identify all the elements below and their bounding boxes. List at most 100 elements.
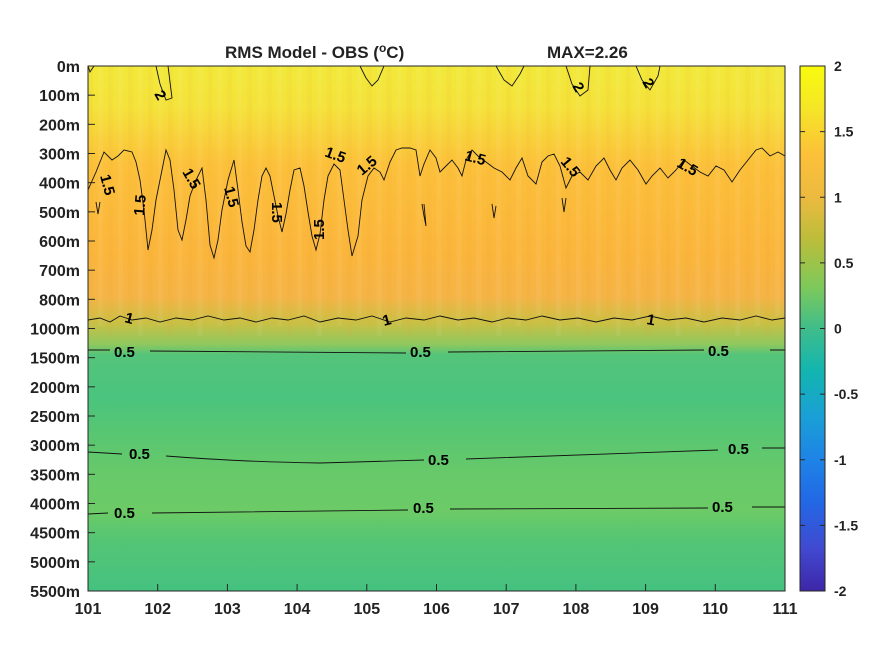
- heatmap-streak: [715, 66, 721, 316]
- contour-label: 1.5: [463, 147, 488, 169]
- x-tick-label: 111: [773, 601, 798, 618]
- contour-label: 0.5: [129, 446, 150, 463]
- contour-0-5-middle: [88, 447, 785, 464]
- heatmap-streak: [555, 66, 561, 336]
- heatmap-streak: [167, 66, 173, 336]
- heatmap-streak: [625, 66, 631, 316]
- contour-label: 1.5: [311, 219, 328, 240]
- heatmap-streak: [466, 66, 472, 336]
- heatmap-streak: [526, 66, 532, 336]
- y-tick-label: 400m: [39, 176, 80, 193]
- heatmap-streak: [127, 66, 133, 326]
- x-tick-label: 104: [284, 601, 311, 618]
- contour-2-a: [88, 66, 95, 74]
- y-tick-label: 4500m: [30, 526, 80, 543]
- heatmap-streak: [745, 66, 751, 316]
- heatmap-streak: [326, 66, 332, 316]
- contour-label: 0.5: [708, 343, 729, 360]
- heatmap-streak: [336, 66, 342, 326]
- x-tick-label: 103: [214, 601, 241, 618]
- heatmap-texture: [88, 66, 781, 336]
- x-tick-label: 102: [144, 601, 171, 618]
- y-tick-label: 800m: [39, 292, 80, 309]
- heatmap-streak: [237, 66, 243, 316]
- heatmap-streak: [117, 66, 123, 316]
- heatmap-streak: [446, 66, 452, 316]
- y-tick-label: 500m: [39, 205, 80, 222]
- y-tick-label: 5500m: [30, 584, 80, 601]
- heatmap-streak: [227, 66, 233, 336]
- contour-label: 0.5: [410, 344, 431, 361]
- heatmap-streak: [137, 66, 143, 336]
- heatmap-streak: [685, 66, 691, 316]
- contour-1-5-island-a: [421, 203, 427, 227]
- x-tick-label: 109: [632, 601, 659, 618]
- contour-1-5: [88, 147, 785, 260]
- heatmap-streak: [635, 66, 641, 326]
- colorbar-ticks: 2 1.5 1 0.5 0 -0.5 -1 -1.5 -2: [800, 58, 858, 599]
- x-axis: 101 102 103 104 105 106 107 108 109 110 111: [75, 584, 798, 618]
- colorbar-tick-label: -1: [834, 452, 847, 468]
- heatmap-streak: [386, 66, 392, 316]
- y-tick-label: 700m: [39, 263, 80, 280]
- heatmap-streak: [247, 66, 253, 326]
- heatmap-streak: [585, 66, 591, 336]
- heatmap-field: [88, 66, 785, 591]
- colorbar: 2 1.5 1 0.5 0 -0.5 -1 -1.5 -2: [799, 58, 858, 599]
- heatmap-streak: [277, 66, 283, 326]
- heatmap-streak: [426, 66, 432, 326]
- heatmap-streak: [396, 66, 402, 326]
- heatmap-streak: [575, 66, 581, 326]
- heatmap-streak: [307, 66, 313, 326]
- x-tick-label: 105: [353, 601, 380, 618]
- heatmap-streak: [177, 66, 183, 316]
- y-axis: 0m 100m 200m 300m 400m 500m 600m 700m 800m 1000m 1…: [30, 59, 95, 601]
- heatmap-streak: [705, 66, 711, 336]
- heatmap-streak: [376, 66, 382, 336]
- heatmap-streak: [207, 66, 213, 316]
- heatmap-streak: [655, 66, 661, 316]
- contour-label: 0.5: [413, 500, 434, 517]
- heatmap-streak: [97, 66, 103, 326]
- heatmap-streak: [536, 66, 542, 316]
- heatmap-streak: [565, 66, 571, 316]
- heatmap-streak: [436, 66, 442, 336]
- contour-2-e: [565, 66, 591, 97]
- contour-0-5-lower: [88, 506, 785, 515]
- contour-label: 0.5: [114, 505, 135, 522]
- heatmap-streak: [287, 66, 293, 336]
- contour-2-f: [635, 66, 661, 91]
- colorbar-tick-label: 0: [834, 321, 842, 337]
- contour-label: 1.5: [220, 185, 242, 210]
- y-tick-label: 3000m: [30, 438, 80, 455]
- heatmap-streak: [665, 66, 671, 326]
- contour-label: 1.5: [323, 144, 348, 167]
- heatmap-streak: [735, 66, 741, 336]
- heatmap-streak: [645, 66, 651, 336]
- colorbar-tick-label: 0.5: [834, 255, 854, 271]
- y-tick-label: 4000m: [30, 497, 80, 514]
- contour-label: 0.5: [114, 344, 135, 361]
- heatmap-streak: [406, 66, 412, 336]
- contour-1-5-island-b: [491, 203, 497, 219]
- contour-label: 0.5: [728, 441, 749, 458]
- contour-label: 1.5: [96, 173, 118, 198]
- heatmap-streak: [506, 66, 512, 316]
- y-tick-label: 200m: [39, 117, 80, 134]
- heatmap-streak: [615, 66, 621, 336]
- colorbar-tick-label: 1.5: [834, 124, 854, 140]
- heatmap-streak: [416, 66, 422, 316]
- y-tick-label: 0m: [57, 59, 80, 76]
- heatmap-streak: [356, 66, 362, 316]
- x-tick-label: 110: [702, 601, 728, 618]
- heatmap-streak: [675, 66, 681, 336]
- heatmap-streak: [595, 66, 601, 316]
- heatmap-streak: [755, 66, 761, 326]
- heatmap-streak: [157, 66, 163, 326]
- contour-1: [88, 315, 785, 323]
- heatmap-streak: [217, 66, 223, 326]
- x-tick-label: 108: [563, 601, 590, 618]
- contour-lines: [88, 66, 785, 515]
- y-tick-label: 100m: [39, 88, 80, 105]
